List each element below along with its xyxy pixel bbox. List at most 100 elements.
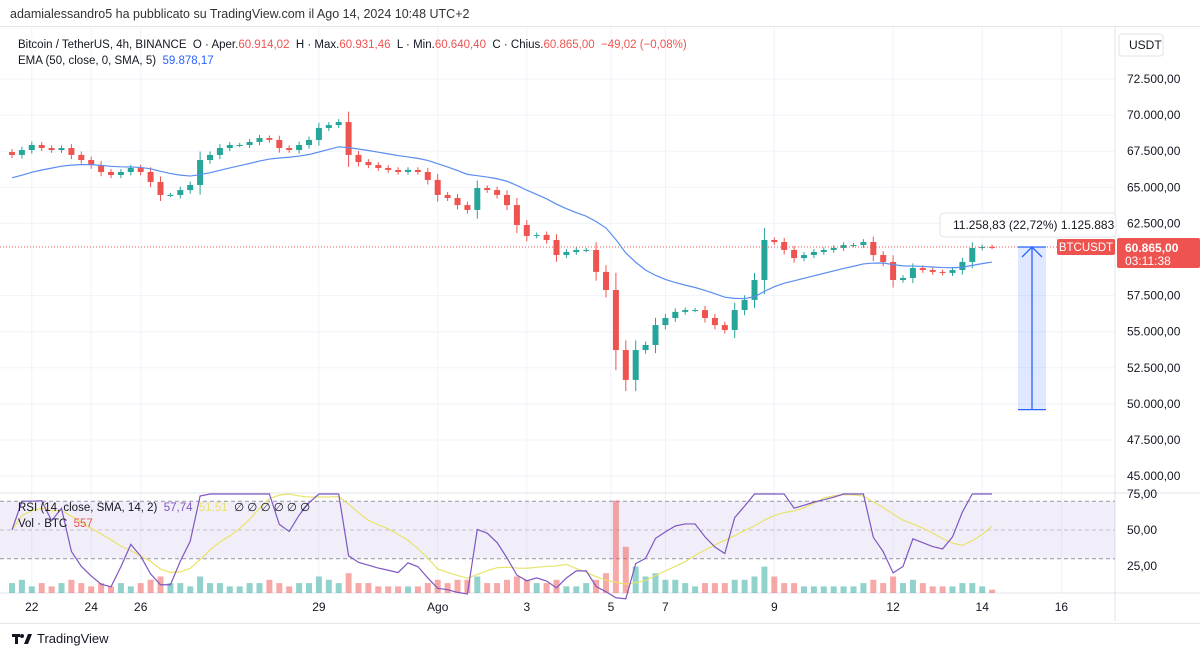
- ema-line: [11, 146, 993, 300]
- candle: [751, 272, 758, 309]
- symbol-tag: [1057, 239, 1115, 256]
- volume-bar: [434, 579, 441, 593]
- candle-body: [721, 325, 728, 330]
- volume-bar: [563, 586, 570, 593]
- volume-bar: [989, 589, 996, 593]
- volume-bar: [246, 583, 253, 593]
- candle-body: [494, 190, 501, 195]
- candle-body: [315, 127, 322, 140]
- price-tick-label: 45.000,00: [1127, 469, 1181, 483]
- volume-bar: [721, 583, 728, 593]
- tradingview-logo-icon: [12, 633, 32, 644]
- rsi-sma-value: 51,51: [198, 502, 228, 514]
- candle-body: [662, 317, 669, 326]
- candle: [137, 164, 144, 176]
- candle: [504, 190, 510, 211]
- candle: [563, 249, 570, 259]
- candle: [355, 151, 362, 167]
- volume-bar: [127, 586, 134, 593]
- volume-bar: [108, 586, 114, 593]
- volume-bar: [207, 583, 213, 593]
- volume-bar: [167, 583, 174, 593]
- volume-bar: [850, 586, 857, 593]
- volume-bar: [266, 579, 273, 593]
- volume-bar: [702, 583, 708, 593]
- candle: [791, 245, 798, 263]
- volume-label[interactable]: Vol · BTC: [18, 518, 68, 530]
- candle-body: [395, 169, 402, 172]
- close-label: C · Chius.: [492, 39, 544, 51]
- volume-bar: [949, 586, 956, 593]
- candle-body: [98, 165, 105, 172]
- candle-body: [820, 249, 827, 252]
- candle: [860, 239, 867, 249]
- candle: [226, 142, 233, 152]
- rsi-label[interactable]: RSI (14, close, SMA, 14, 2): [18, 502, 158, 514]
- price-chart[interactable]: 72.500,00 70.000,00 67.500,00 65.000,00 62.5…: [0, 0, 1200, 625]
- candle: [18, 146, 25, 159]
- candle-body: [424, 171, 431, 180]
- candle-body: [563, 251, 570, 256]
- candle: [315, 122, 322, 146]
- candle: [870, 236, 877, 262]
- candle-body: [226, 144, 233, 149]
- high-label: H · Max.: [295, 39, 340, 51]
- time-tick-label: Ago: [427, 600, 449, 614]
- candle: [276, 135, 283, 153]
- volume-bar: [187, 586, 194, 593]
- candle: [662, 314, 669, 330]
- candle-body: [939, 271, 946, 273]
- candle-body: [365, 162, 372, 166]
- rsi-tick-label: 25,00: [1127, 559, 1157, 573]
- volume-bar: [405, 586, 411, 593]
- candle-body: [810, 251, 817, 256]
- volume-bar: [296, 583, 303, 593]
- volume-bar: [375, 586, 382, 593]
- candle-body: [58, 148, 65, 151]
- candle-body: [900, 277, 906, 281]
- candle-body: [484, 188, 491, 191]
- candle-body: [197, 160, 204, 185]
- low-label: L · Min.: [396, 39, 435, 51]
- candle-body: [276, 139, 283, 149]
- volume-bar: [474, 576, 481, 593]
- price-tick-label: 50.000,00: [1127, 397, 1181, 411]
- candle-body: [543, 234, 550, 241]
- candle: [801, 252, 807, 262]
- countdown-label: 03:11:38: [1125, 254, 1171, 268]
- candle: [98, 161, 105, 177]
- candle-body: [781, 242, 788, 250]
- volume-bar: [197, 576, 204, 593]
- candle: [365, 159, 372, 169]
- candle: [979, 244, 986, 251]
- candle-body: [949, 270, 956, 273]
- volume-bar: [761, 566, 768, 593]
- price-tick-label: 57.500,00: [1127, 289, 1181, 303]
- volume-bar: [801, 586, 807, 593]
- candle: [216, 144, 223, 160]
- chart-legend: Bitcoin / TetherUS, 4h, BINANCE O · Aper…: [18, 37, 687, 69]
- volume-bar: [523, 579, 530, 593]
- time-tick-label: 29: [312, 600, 326, 614]
- candle: [405, 167, 411, 175]
- candle: [424, 167, 431, 185]
- candle-body: [28, 144, 35, 151]
- candle: [533, 232, 540, 239]
- volume-bar: [306, 583, 312, 593]
- volume-bar: [583, 583, 590, 593]
- candle: [108, 169, 114, 179]
- candle: [296, 141, 303, 154]
- rsi-line: [11, 493, 993, 600]
- candle-body: [48, 148, 55, 151]
- ema-label[interactable]: EMA (50, close, 0, SMA, 5): [18, 55, 157, 67]
- candle: [890, 255, 897, 288]
- volume-bar: [494, 583, 501, 593]
- symbol-title[interactable]: Bitcoin / TetherUS, 4h, BINANCE: [18, 39, 187, 51]
- time-tick-label: 16: [1055, 600, 1069, 614]
- time-tick-label: 7: [662, 600, 669, 614]
- volume-bar: [642, 576, 649, 593]
- candle: [48, 145, 55, 153]
- volume-bar: [315, 576, 322, 593]
- candle: [494, 186, 501, 199]
- candle-body: [454, 197, 461, 206]
